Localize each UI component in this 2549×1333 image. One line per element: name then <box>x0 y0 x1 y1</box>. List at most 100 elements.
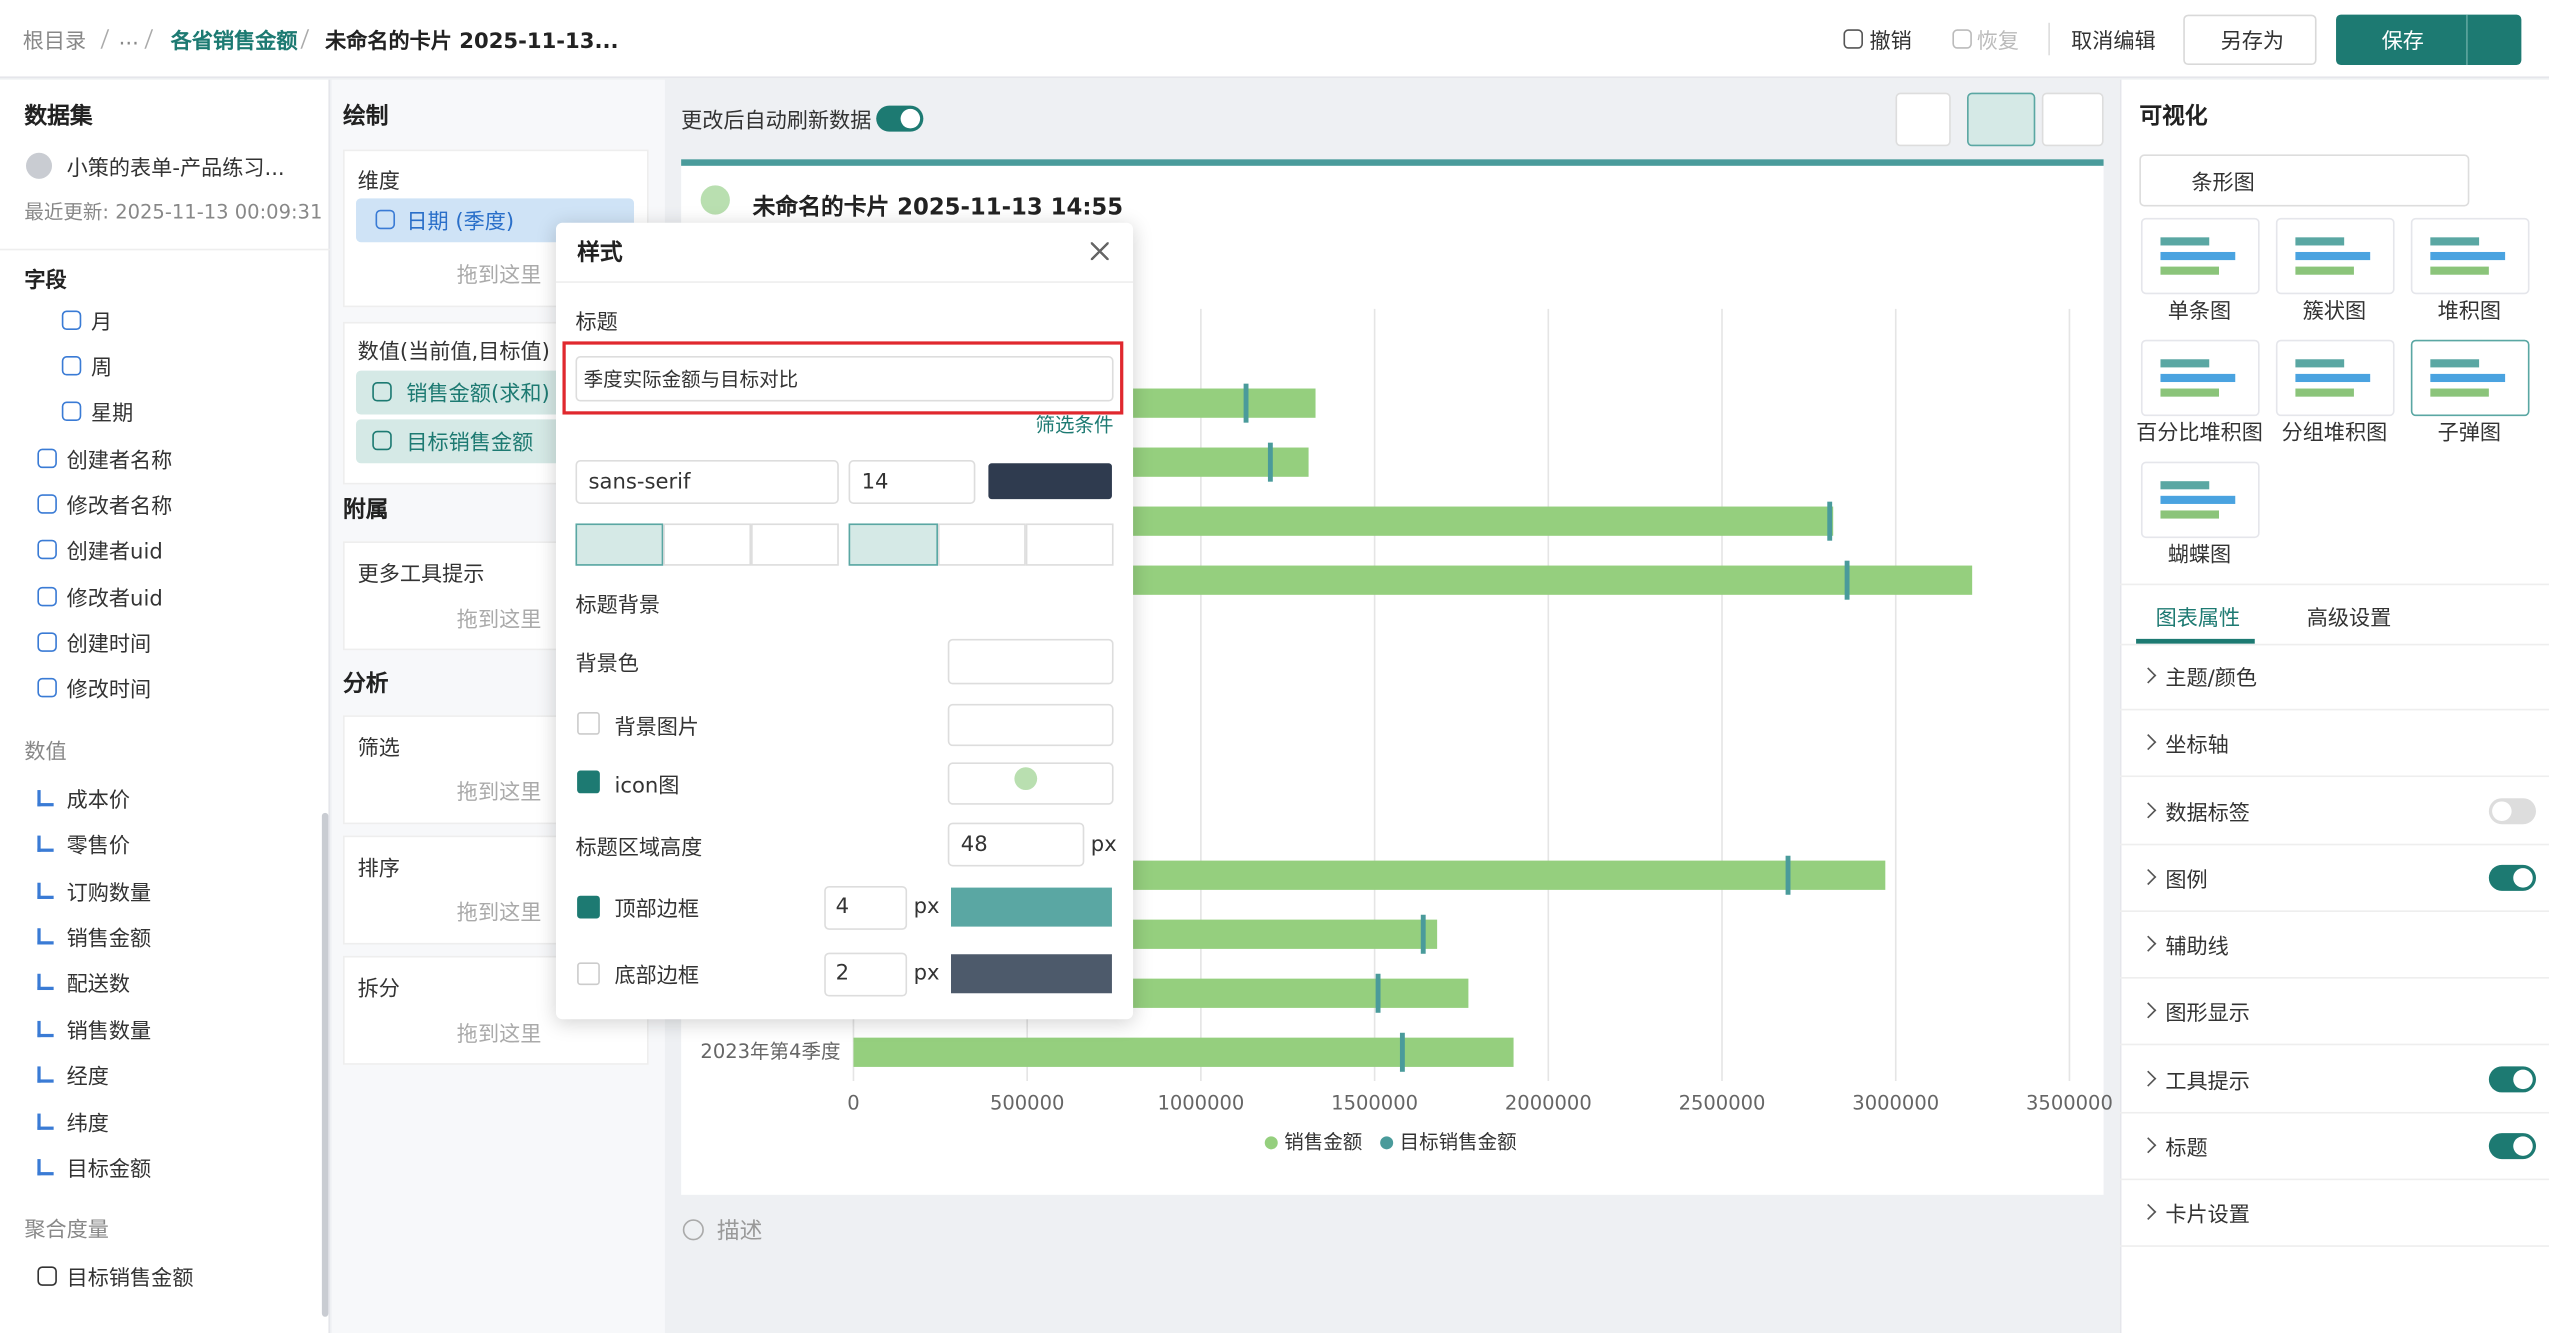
chart-type-label[interactable]: 分组堆积图 <box>2281 421 2388 447</box>
underline-button[interactable] <box>751 523 839 566</box>
describe[interactable]: 描述 <box>716 1219 763 1246</box>
chart-type-tile[interactable] <box>2140 339 2260 417</box>
chart-type-label[interactable]: 簇状图 <box>2302 299 2367 325</box>
save-button[interactable]: 保存 <box>2381 30 2424 55</box>
chart-type-tile[interactable] <box>2275 217 2395 295</box>
target-marker <box>1375 973 1381 1013</box>
chart-type-label[interactable]: 子弹图 <box>2437 421 2502 447</box>
value-item[interactable]: 经度 <box>66 1065 109 1090</box>
title-input-text[interactable]: 季度实际金额与目标对比 <box>583 368 799 391</box>
icon <box>37 539 57 560</box>
field-item[interactable]: 修改者名称 <box>66 495 173 520</box>
chart-view-button[interactable] <box>1967 92 2036 147</box>
field-item[interactable]: 周 <box>91 356 113 382</box>
chart-type-tile[interactable] <box>2275 339 2395 417</box>
value-field[interactable]: 目标销售金额 <box>406 431 534 456</box>
undo-button[interactable]: 撤销 <box>1869 30 1912 55</box>
filter-link[interactable]: 筛选条件 <box>1035 413 1114 437</box>
field-item[interactable]: 创建时间 <box>66 633 152 658</box>
align-left-button[interactable] <box>848 523 938 566</box>
field-item[interactable]: 月 <box>91 311 113 336</box>
chart-type-value[interactable]: 条形图 <box>2191 171 2255 196</box>
size-value[interactable]: 14 <box>861 470 889 496</box>
height-value[interactable]: 48 <box>960 833 988 858</box>
tab[interactable]: 图表属性 <box>2155 607 2241 632</box>
value-field[interactable]: 销售金额(求和) <box>406 382 550 408</box>
chart-type-label[interactable]: 百分比堆积图 <box>2136 421 2263 447</box>
value-item[interactable]: 订购数量 <box>66 881 152 907</box>
value-item[interactable]: 目标金额 <box>66 1158 152 1183</box>
font-value[interactable]: sans-serif <box>588 470 691 496</box>
property-item[interactable]: 数据标签 <box>2165 801 2250 826</box>
font-select[interactable] <box>575 460 839 504</box>
field-item[interactable]: 创建者名称 <box>66 449 173 474</box>
close-button[interactable] <box>1090 242 1109 261</box>
divider <box>2119 1111 2549 1113</box>
align-right-button[interactable] <box>1025 523 1114 566</box>
field-item[interactable]: 星期 <box>91 402 134 427</box>
save-as-box[interactable] <box>2183 14 2317 66</box>
width-value[interactable]: 2 <box>835 961 850 986</box>
value-item[interactable]: 销售数量 <box>66 1020 152 1045</box>
field-item[interactable]: 修改者uid <box>66 587 163 613</box>
dataset-name[interactable]: 小策的表单-产品练习... <box>66 156 285 182</box>
chart-type-tile[interactable] <box>2140 217 2260 295</box>
value-item[interactable]: 销售金额 <box>66 927 152 952</box>
checkbox-checked[interactable] <box>577 895 600 919</box>
property-item[interactable]: 卡片设置 <box>2165 1203 2250 1229</box>
chart-type-label[interactable]: 单条图 <box>2167 299 2232 325</box>
property-item[interactable]: 标题 <box>2165 1136 2208 1162</box>
chart-type-label[interactable]: 堆积图 <box>2437 299 2502 325</box>
checkbox[interactable] <box>577 712 600 735</box>
dim-field[interactable]: 日期 (季度) <box>406 210 515 235</box>
property-item[interactable]: 主题/颜色 <box>2165 667 2258 692</box>
checkbox[interactable] <box>577 962 600 986</box>
cancel-button[interactable]: 取消编辑 <box>2071 30 2156 55</box>
chart-type-select[interactable] <box>2139 154 2470 207</box>
property-item[interactable]: 辅助线 <box>2165 935 2229 960</box>
chart-type-label[interactable]: 蝴蝶图 <box>2167 543 2232 569</box>
property-item[interactable]: 图形显示 <box>2165 1002 2250 1027</box>
width-value[interactable]: 4 <box>835 894 850 920</box>
breadcrumb-item[interactable]: 各省销售金额 <box>170 30 298 55</box>
title-input[interactable] <box>575 356 1114 402</box>
icon-picker[interactable] <box>947 762 1114 805</box>
breadcrumb-item[interactable]: 根目录 <box>22 30 87 55</box>
italic-button[interactable] <box>663 523 752 566</box>
table-view-button[interactable] <box>2041 92 2104 147</box>
field-label: 背景色 <box>575 652 639 678</box>
size-select[interactable] <box>848 460 976 504</box>
checkbox-checked[interactable] <box>577 770 600 794</box>
property-item[interactable]: 图例 <box>2165 868 2208 893</box>
color-swatch[interactable] <box>988 463 1112 500</box>
breadcrumb-item[interactable]: ... <box>118 26 139 52</box>
chart-type-tile[interactable] <box>2410 217 2530 295</box>
width-select[interactable] <box>824 885 908 930</box>
height-input[interactable] <box>947 822 1085 867</box>
bold-button[interactable] <box>575 523 664 566</box>
property-item[interactable]: 坐标轴 <box>2165 734 2229 759</box>
redo-button[interactable]: 恢复 <box>1976 30 2020 55</box>
border-color-swatch[interactable] <box>950 954 1112 994</box>
property-item[interactable]: 工具提示 <box>2165 1069 2250 1095</box>
code-button[interactable] <box>1895 92 1951 147</box>
align-center-button[interactable] <box>937 523 1026 566</box>
save-box[interactable] <box>2336 14 2522 66</box>
field-item[interactable]: 创建者uid <box>66 540 163 565</box>
value-item[interactable]: 纬度 <box>66 1112 109 1138</box>
image-upload[interactable] <box>947 703 1114 747</box>
width-select[interactable] <box>824 952 908 997</box>
border-color-swatch[interactable] <box>950 887 1112 927</box>
tab[interactable]: 高级设置 <box>2306 607 2392 632</box>
value-item[interactable]: 配送数 <box>66 972 131 998</box>
chart-type-tile[interactable] <box>2140 461 2260 539</box>
icon <box>37 677 57 698</box>
chart-type-tile[interactable] <box>2410 339 2530 417</box>
value-item[interactable]: 零售价 <box>66 834 131 860</box>
bg-color-input[interactable] <box>947 638 1114 685</box>
icon <box>375 209 396 230</box>
agg-item[interactable]: 目标销售金额 <box>66 1267 194 1292</box>
value-item[interactable]: 成本价 <box>66 789 131 814</box>
save-as-button[interactable]: 另存为 <box>2220 30 2285 55</box>
field-item[interactable]: 修改时间 <box>66 678 152 704</box>
